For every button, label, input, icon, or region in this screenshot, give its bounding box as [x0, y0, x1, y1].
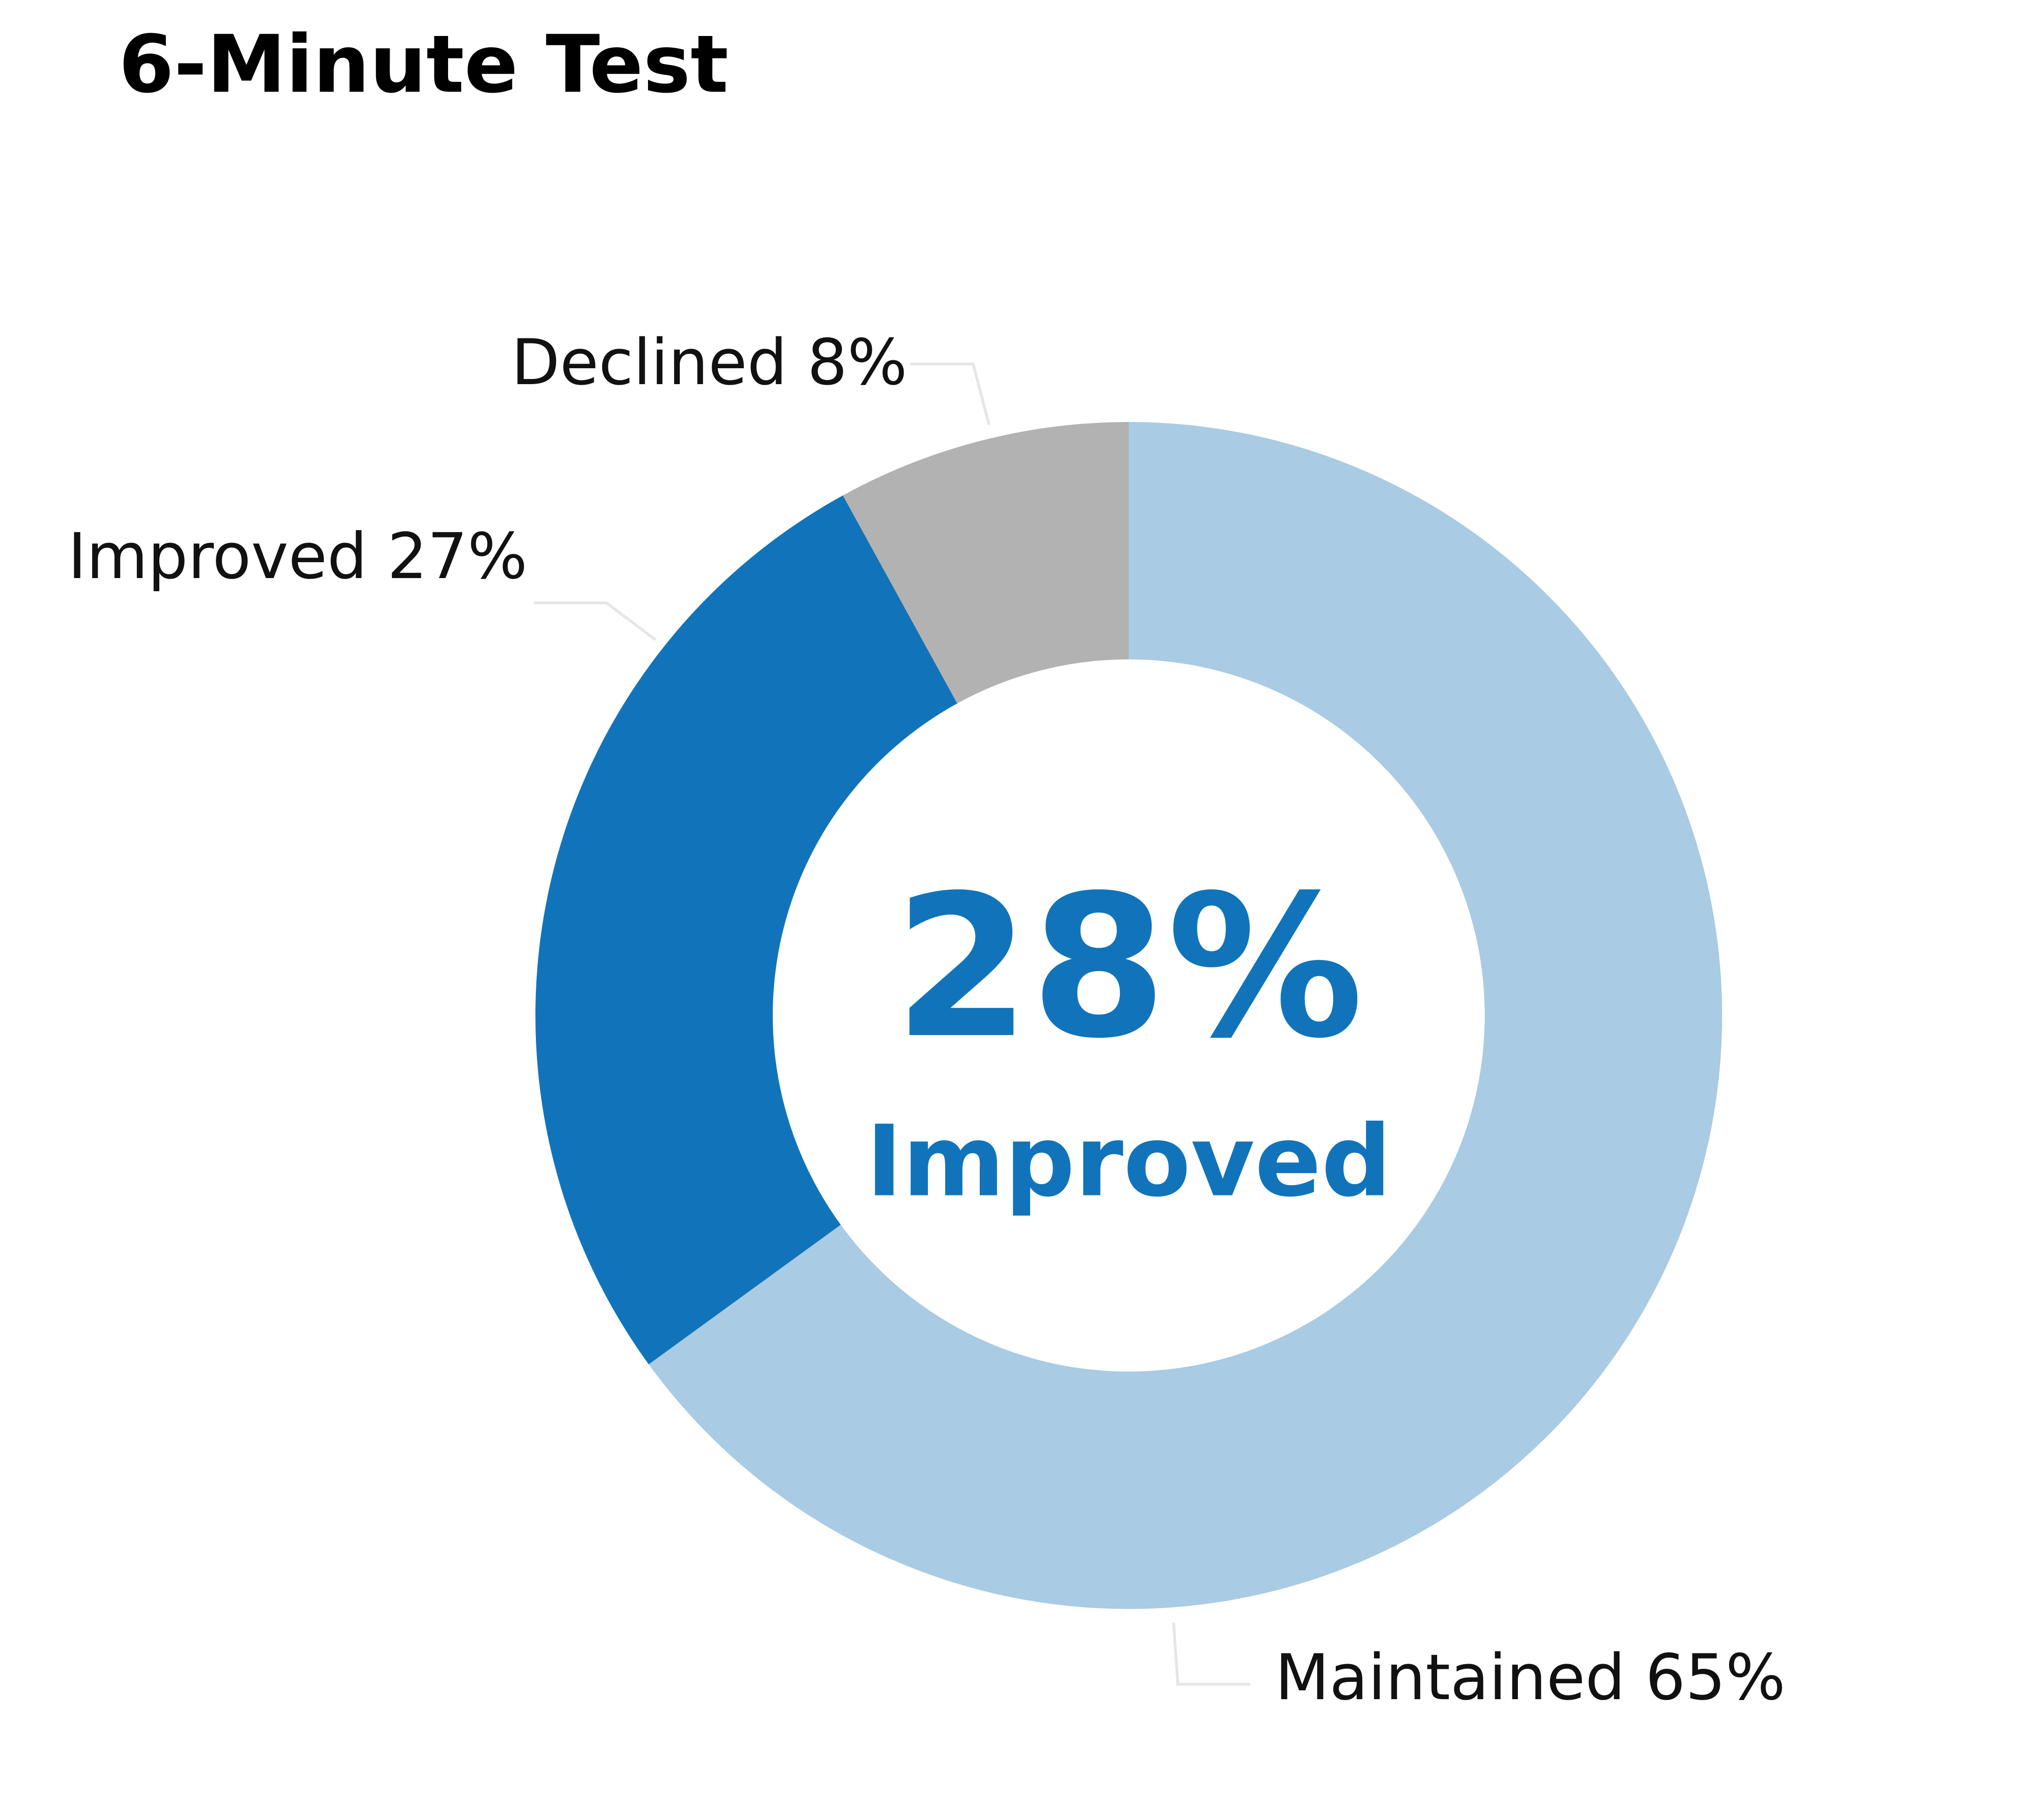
leader-line	[534, 601, 656, 641]
label-name: Maintained	[1275, 1641, 1625, 1714]
leader-line	[1172, 1622, 1250, 1686]
leader-line	[910, 363, 990, 425]
label-name: Improved	[68, 520, 367, 593]
donut-slice	[843, 422, 1129, 704]
center-text: Improved	[866, 1104, 1392, 1219]
label-value: 27%	[387, 520, 527, 593]
donut	[535, 422, 1723, 1609]
slice-label: Improved 27%	[68, 520, 527, 593]
chart-title: 6-Minute Test	[119, 18, 728, 111]
label-value: 65%	[1645, 1641, 1786, 1714]
donut-slice	[648, 422, 1723, 1609]
slice-label: Maintained 65%	[1275, 1641, 1786, 1714]
slice-label: Declined 8%	[511, 326, 907, 399]
center-value: 28%	[894, 853, 1363, 1082]
label-name: Declined	[511, 326, 787, 399]
label-value: 8%	[807, 326, 907, 399]
donut-slice	[535, 495, 957, 1365]
